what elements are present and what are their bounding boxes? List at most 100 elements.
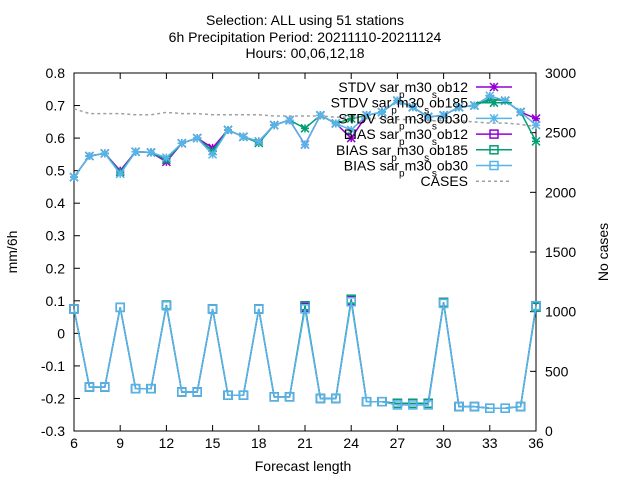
y-tick-label: 0 xyxy=(57,325,65,341)
series-line xyxy=(73,299,537,409)
y2-tick-label: 0 xyxy=(545,423,553,439)
x-tick-label: 24 xyxy=(343,435,359,451)
data-point xyxy=(423,112,433,122)
data-point xyxy=(439,110,449,120)
data-point xyxy=(84,151,94,161)
y2-tick-label: 500 xyxy=(545,363,569,379)
plot-series xyxy=(69,91,541,413)
y-tick-label: 0.5 xyxy=(46,163,66,179)
data-point xyxy=(500,403,510,413)
chart-title-line-3: Hours: 00,06,12,18 xyxy=(245,45,364,61)
legend-entry: BIAS sarpm30sob30 xyxy=(344,158,512,180)
x-tick-label: 30 xyxy=(436,435,452,451)
data-point xyxy=(131,147,141,157)
y-tick-label: 0.8 xyxy=(46,65,66,81)
data-point xyxy=(284,392,295,402)
data-point xyxy=(223,390,233,400)
data-point xyxy=(346,114,356,124)
data-point xyxy=(100,382,110,392)
data-point xyxy=(177,138,187,148)
series-line xyxy=(73,300,537,409)
data-point xyxy=(146,147,156,157)
legend-entry: STDV sarpm30sob30 xyxy=(338,110,512,132)
x-tick-label: 18 xyxy=(251,435,267,451)
data-point xyxy=(146,383,156,394)
y-tick-label: -0.2 xyxy=(41,390,65,406)
data-point xyxy=(84,382,95,392)
data-point xyxy=(489,129,499,139)
y-tick-label: 0.6 xyxy=(46,130,66,146)
y-tick-label: -0.1 xyxy=(41,358,65,374)
series-6 xyxy=(69,297,541,413)
data-point xyxy=(516,107,526,117)
data-point xyxy=(346,297,356,307)
series-4 xyxy=(69,296,541,413)
legend-entry: BIAS sarpm30sob12 xyxy=(344,126,512,148)
y2-tick-label: 3000 xyxy=(545,65,576,81)
data-point xyxy=(489,145,499,155)
data-point xyxy=(254,136,264,146)
x-axis-label: Forecast length xyxy=(255,458,352,474)
data-point xyxy=(161,300,172,311)
x-tick-label: 9 xyxy=(116,435,124,451)
series-1 xyxy=(69,94,541,182)
chart-title-line-1: Selection: ALL using 51 stations xyxy=(206,12,404,28)
data-point xyxy=(469,401,480,412)
data-point xyxy=(115,169,125,179)
data-point xyxy=(315,393,326,404)
y-tick-label: 0.1 xyxy=(46,293,66,309)
data-point xyxy=(361,396,372,407)
series-line xyxy=(73,301,537,409)
legend-entry: STDV sarpm30sob185 xyxy=(331,95,512,116)
plot-axes: 6 9 12 15 18 21 24 27 30 33 36 -0.3 -0.2 -0.1 0 0.1 0.2 0… xyxy=(41,65,576,451)
data-point xyxy=(208,149,218,159)
y2-tick-label: 1500 xyxy=(545,244,576,260)
x-tick-label: 21 xyxy=(297,435,313,451)
data-point xyxy=(485,403,495,413)
x-tick-label: 33 xyxy=(482,435,498,451)
data-point xyxy=(500,96,510,106)
data-point xyxy=(161,153,171,163)
x-tick-label: 15 xyxy=(205,435,221,451)
data-point xyxy=(489,82,499,92)
data-point xyxy=(531,120,541,130)
data-point xyxy=(331,393,341,404)
data-point xyxy=(115,302,125,313)
legend-entry: STDV sarpm30sob12 xyxy=(338,79,512,101)
data-point xyxy=(392,96,402,106)
data-point xyxy=(300,140,310,150)
data-point xyxy=(377,107,387,117)
data-point xyxy=(69,304,79,314)
legend-label: BIAS sarpm30sob185 xyxy=(336,142,468,164)
data-point xyxy=(269,120,279,130)
data-point xyxy=(192,387,202,397)
y-tick-label: 0.4 xyxy=(46,195,66,211)
data-point xyxy=(454,102,464,112)
data-point xyxy=(469,101,479,111)
data-point xyxy=(300,304,310,314)
data-point xyxy=(130,383,141,394)
data-point xyxy=(192,133,202,143)
legend-label: BIAS sarpm30sob30 xyxy=(344,158,468,180)
legend-label: STDV sarpm30sob12 xyxy=(338,79,468,101)
data-point xyxy=(531,136,541,146)
data-point xyxy=(69,172,79,182)
data-point xyxy=(485,91,495,101)
data-point xyxy=(207,304,218,314)
data-point xyxy=(515,401,526,412)
y2-tick-label: 2500 xyxy=(545,125,576,141)
data-point xyxy=(408,102,418,112)
data-point xyxy=(285,115,295,125)
data-point xyxy=(269,392,279,402)
data-point xyxy=(423,400,433,410)
legend-label: CASES xyxy=(421,173,468,189)
legend-label: STDV sarpm30sob30 xyxy=(338,110,468,131)
data-point xyxy=(238,132,248,142)
data-point xyxy=(238,390,249,400)
data-point xyxy=(346,133,356,143)
series-7 xyxy=(73,108,537,128)
y-tick-label: 0.7 xyxy=(46,98,66,114)
data-point xyxy=(392,400,403,410)
x-tick-label: 27 xyxy=(390,435,406,451)
